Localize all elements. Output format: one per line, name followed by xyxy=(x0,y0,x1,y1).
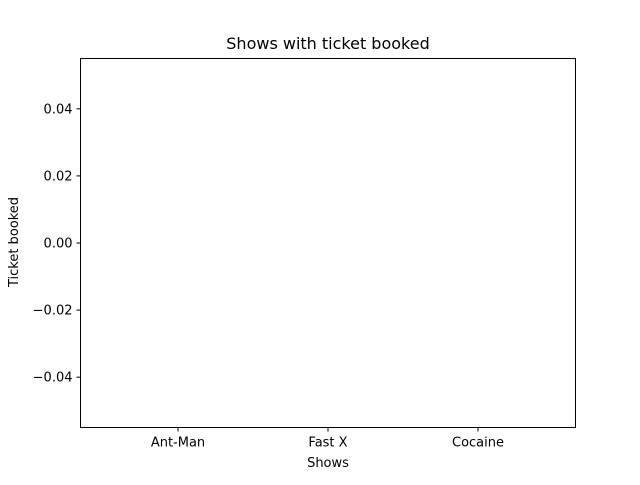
x-axis-ticks: Ant-Man Fast X Cocaine xyxy=(151,427,504,451)
x-axis-label: Shows xyxy=(307,456,349,471)
y-tick-label: 0.02 xyxy=(44,169,73,184)
plot-area-frame xyxy=(80,58,576,428)
chart-title: Shows with ticket booked xyxy=(226,34,429,53)
y-tick-label: −0.04 xyxy=(33,371,73,386)
y-tick-label: 0.04 xyxy=(44,102,73,117)
y-tick-label: 0.00 xyxy=(44,237,73,252)
y-tick-label: −0.02 xyxy=(33,304,73,319)
x-tick-label: Cocaine xyxy=(452,436,504,451)
x-tick-label: Fast X xyxy=(308,436,347,451)
y-axis-label: Ticket booked xyxy=(7,197,22,288)
y-axis-ticks: −0.04 −0.02 0.00 0.02 0.04 xyxy=(33,102,81,386)
x-tick-label: Ant-Man xyxy=(151,436,205,451)
